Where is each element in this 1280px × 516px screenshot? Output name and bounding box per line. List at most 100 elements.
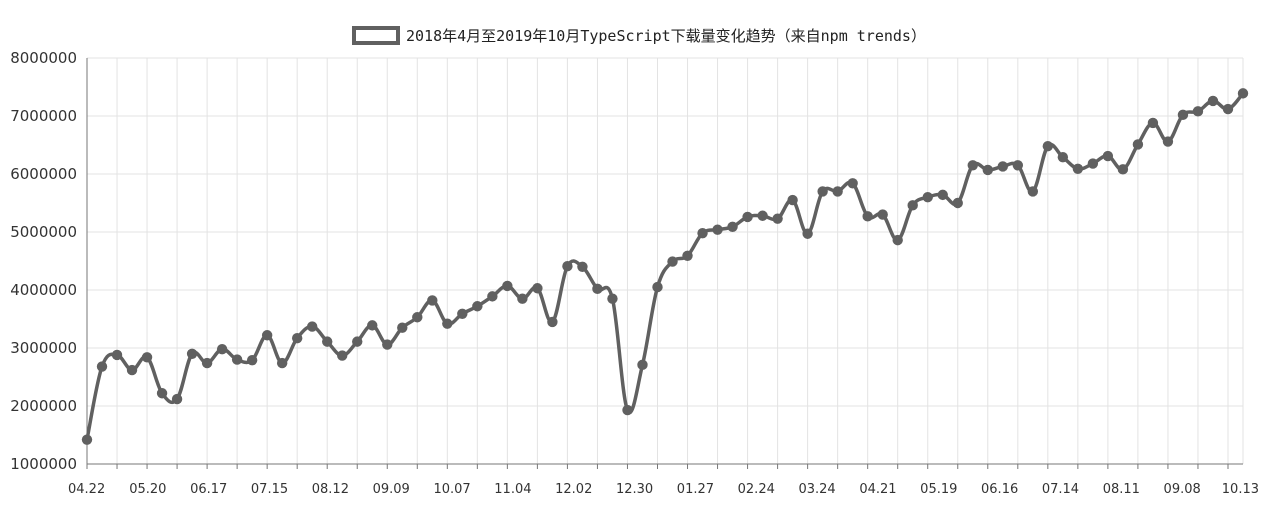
x-tick-label: 01.27 [677,482,714,497]
data-point [607,293,618,304]
data-point [982,164,993,176]
x-axis: 04.22 05.20 06.17 07.15 08.12 09.09 10.07 11.04… [68,463,1259,497]
data-point [472,301,483,312]
data-point [952,197,963,209]
data-point [892,234,903,246]
data-point [772,213,783,224]
data-point [306,321,318,332]
y-tick-label: 3000000 [10,339,77,357]
data-point [937,189,948,201]
data-point [502,280,513,292]
data-point [156,388,168,399]
data-point [1192,106,1204,117]
data-point [442,318,453,329]
grid-layer [86,57,1244,465]
x-tick-label: 12.30 [616,482,653,497]
data-point [592,283,603,295]
data-point [246,354,258,366]
x-tick-label: 12.02 [555,482,592,497]
x-tick-label: 04.21 [859,482,896,497]
data-point [216,343,228,355]
data-point [291,332,303,344]
data-point [186,348,198,359]
data-point [637,359,648,371]
x-tick-label: 07.15 [251,482,288,497]
data-point [231,354,243,365]
data-point [1102,150,1114,162]
data-point [126,364,138,376]
data-point [201,357,213,369]
data-point [337,350,348,361]
data-point [352,336,363,347]
y-tick-label: 8000000 [10,49,77,67]
legend-label: 2018年4月至2019年10月TypeScript下载量变化趋势（来自npm … [406,27,926,45]
data-point [922,192,933,203]
data-point [532,283,543,294]
data-point [427,295,438,306]
y-axis: 8000000 7000000 6000000 5000000 4000000 30000… [10,49,88,473]
data-point [802,228,813,239]
legend: 2018年4月至2019年10月TypeScript下载量变化趋势（来自npm … [352,26,926,45]
y-tick-label: 5000000 [10,223,77,241]
data-point [517,293,528,304]
data-point [1147,117,1159,129]
data-point [562,261,573,272]
x-tick-label: 05.20 [129,482,166,497]
data-point [1072,163,1084,174]
data-point [1207,95,1219,107]
data-point [1087,158,1099,169]
data-point [382,339,393,350]
x-tick-label: 11.04 [494,482,531,497]
data-point [877,209,888,220]
legend-swatch [352,26,400,45]
data-point [1222,103,1234,115]
data-point [742,211,753,223]
data-point [1042,140,1054,152]
data-point [1117,164,1129,175]
x-tick-label: 09.08 [1164,482,1201,497]
data-point [1237,88,1249,99]
data-point [457,308,468,319]
data-point [171,393,183,405]
data-point [322,336,333,347]
data-point [817,186,828,197]
data-point [997,161,1008,172]
data-point [261,330,273,341]
series-line [85,92,1245,440]
data-point [111,349,123,361]
data-point [1057,151,1069,163]
data-point [727,221,738,232]
data-point [577,261,588,272]
y-tick-label: 4000000 [10,281,77,299]
data-point [862,211,873,222]
data-point [832,186,843,197]
data-point [141,352,153,363]
data-point [847,178,858,189]
x-tick-label: 10.07 [433,482,470,497]
data-point [622,404,633,416]
data-point [1012,160,1024,171]
data-point [96,361,108,372]
x-tick-label: 09.09 [373,482,410,497]
data-point [967,160,978,171]
x-tick-label: 02.24 [738,482,775,497]
y-tick-label: 6000000 [10,165,77,183]
x-tick-label: 07.14 [1042,482,1079,497]
data-point [712,224,723,235]
data-point [757,210,768,221]
data-point [1177,109,1189,121]
y-tick-label: 2000000 [10,397,77,415]
x-tick-label: 06.17 [190,482,227,497]
data-point [412,312,423,323]
data-point [697,227,708,239]
data-point [1027,186,1039,197]
x-tick-label: 05.19 [920,482,957,497]
series-layer [81,88,1249,445]
y-tick-label: 7000000 [10,107,77,125]
data-point [397,322,408,333]
data-point [81,434,93,445]
data-point [652,281,663,293]
y-tick-label: 1000000 [10,455,77,473]
